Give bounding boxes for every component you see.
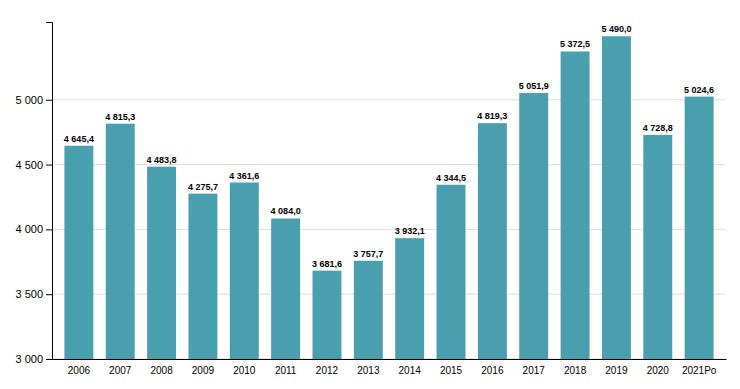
x-tick: 2008 (150, 365, 173, 376)
y-tick: 3 000 (15, 353, 52, 365)
bar (354, 261, 383, 359)
x-tick-label: 2012 (316, 365, 339, 376)
y-tick-label: 3 000 (15, 353, 43, 365)
bar (147, 167, 176, 359)
x-tick: 2010 (233, 365, 256, 376)
x-tick: 2021Po (682, 365, 717, 376)
bar (64, 146, 93, 359)
x-tick-label: 2015 (440, 365, 463, 376)
x-tick-label: 2009 (192, 365, 215, 376)
x-tick: 2006 (68, 365, 91, 376)
data-label: 4 084,0 (271, 206, 301, 216)
chart: 4 645,4 4 815,3 4 483,8 4 275,7 4 361,6 4 084… (0, 0, 740, 389)
bar (561, 51, 590, 359)
data-label: 3 932,1 (395, 226, 425, 236)
x-tick-label: 2018 (564, 365, 587, 376)
data-label: 5 024,6 (684, 85, 714, 95)
x-tick-label: 2019 (605, 365, 628, 376)
bar (437, 185, 466, 359)
bar (685, 97, 714, 359)
data-label: 5 372,5 (560, 39, 590, 49)
y-tick-mark (46, 359, 52, 360)
x-tick: 2014 (399, 365, 422, 376)
x-tick: 2015 (440, 365, 463, 376)
data-label: 5 490,0 (601, 24, 631, 34)
x-tick: 2019 (605, 365, 628, 376)
data-label: 4 728,8 (643, 123, 673, 133)
bar (271, 218, 300, 359)
bar (643, 135, 672, 359)
x-tick-label: 2021Po (682, 365, 717, 376)
y-tick-mark (46, 100, 52, 101)
x-tick: 2018 (564, 365, 587, 376)
bar (602, 36, 631, 359)
y-tick: 4 500 (15, 159, 52, 171)
x-tick-label: 2011 (275, 365, 297, 376)
y-tick-label: 5 000 (15, 94, 43, 106)
y-tick: 4 000 (15, 223, 52, 235)
x-tick: 2007 (109, 365, 132, 376)
x-tick-label: 2010 (233, 365, 256, 376)
bars (64, 36, 713, 359)
data-label: 3 681,6 (312, 259, 342, 269)
x-tick-label: 2008 (150, 365, 173, 376)
data-label: 4 275,7 (188, 182, 218, 192)
x-tick: 2020 (647, 365, 670, 376)
data-label: 3 757,7 (353, 249, 383, 259)
bar (313, 271, 342, 359)
x-tick: 2009 (192, 365, 215, 376)
y-tick-mark (46, 165, 52, 166)
x-tick-label: 2017 (523, 365, 546, 376)
y-axis: 3 000 3 500 4 000 4 500 5 000 (15, 23, 52, 366)
x-tick: 2017 (523, 365, 546, 376)
x-tick-label: 2016 (481, 365, 504, 376)
x-axis: 2006 2007 2008 2009 2010 2011 2012 2013 2014 2015… (53, 360, 727, 377)
bar (188, 194, 217, 359)
data-label: 5 051,9 (519, 81, 549, 91)
data-label: 4 361,6 (229, 171, 259, 181)
y-tick: 5 000 (15, 94, 52, 106)
y-axis-line (46, 23, 53, 360)
y-tick-label: 4 000 (15, 223, 43, 235)
bar (478, 123, 507, 359)
x-tick-label: 2014 (399, 365, 422, 376)
x-tick: 2016 (481, 365, 504, 376)
x-tick-label: 2007 (109, 365, 132, 376)
y-tick-mark (46, 229, 52, 230)
y-tick-label: 3 500 (15, 288, 43, 300)
plot: 4 645,4 4 815,3 4 483,8 4 275,7 4 361,6 4 084… (15, 23, 726, 377)
x-tick-label: 2013 (357, 365, 380, 376)
x-tick-label: 2006 (68, 365, 91, 376)
bar (106, 124, 135, 359)
bar (230, 183, 259, 359)
x-tick: 2013 (357, 365, 380, 376)
y-tick-label: 4 500 (15, 159, 43, 171)
x-tick-label: 2020 (647, 365, 670, 376)
y-tick: 3 500 (15, 288, 52, 300)
data-label: 4 483,8 (147, 155, 177, 165)
data-label: 4 645,4 (64, 134, 94, 144)
x-tick: 2012 (316, 365, 339, 376)
x-tick: 2011 (275, 365, 297, 376)
data-label: 4 815,3 (105, 112, 135, 122)
data-label: 4 819,3 (477, 111, 507, 121)
x-axis-line (53, 359, 727, 360)
y-tick-mark (46, 294, 52, 295)
bar (519, 93, 548, 359)
data-labels: 4 645,4 4 815,3 4 483,8 4 275,7 4 361,6 4 084… (64, 24, 714, 268)
bar (395, 238, 424, 359)
data-label: 4 344,5 (436, 173, 466, 183)
